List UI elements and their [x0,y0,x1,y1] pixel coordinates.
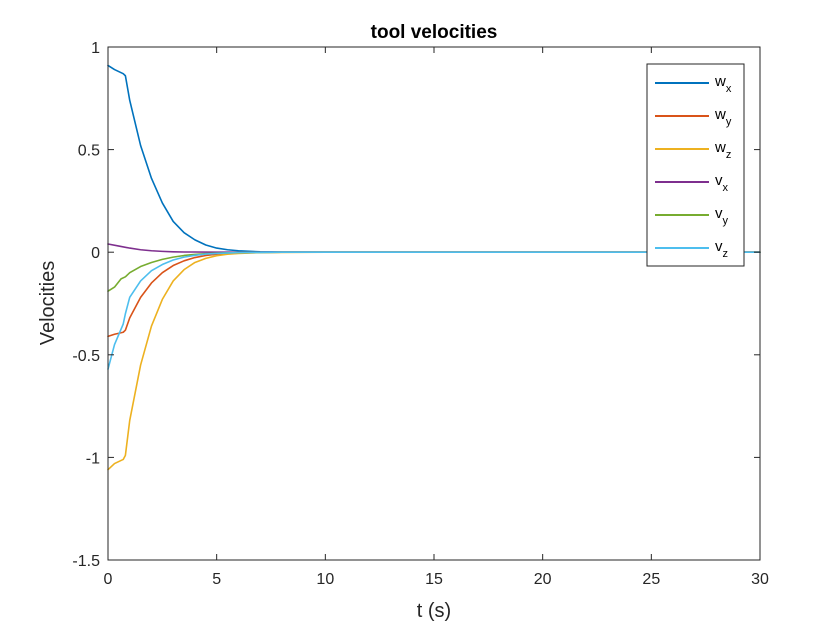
x-tick-label: 5 [212,571,221,588]
x-tick-label: 20 [534,571,552,588]
legend-box [646,63,745,267]
y-tick-label: 0 [91,245,100,262]
y-axis-label: Velocities [37,261,59,346]
y-tick-label: -1 [86,450,100,467]
series-layer [107,64,761,471]
y-tick-label: 1 [91,40,100,57]
x-tick-label: 25 [642,571,660,588]
x-tick-label: 10 [316,571,334,588]
x-tick-label: 30 [751,571,769,588]
y-tick-label: 0.5 [78,143,100,160]
x-tick-label: 15 [425,571,443,588]
series-line-v-z [107,251,761,370]
x-tick-label: 0 [104,571,113,588]
ticks-layer: 0 5 10 15 20 25 30 -1.5 -1 -0.5 0 0.5 1 [72,40,769,588]
y-tick-label: -1.5 [72,553,100,570]
y-tick-label: -0.5 [72,348,100,365]
x-axis-label: t (s) [417,600,451,622]
chart-title: tool velocities [371,22,498,43]
